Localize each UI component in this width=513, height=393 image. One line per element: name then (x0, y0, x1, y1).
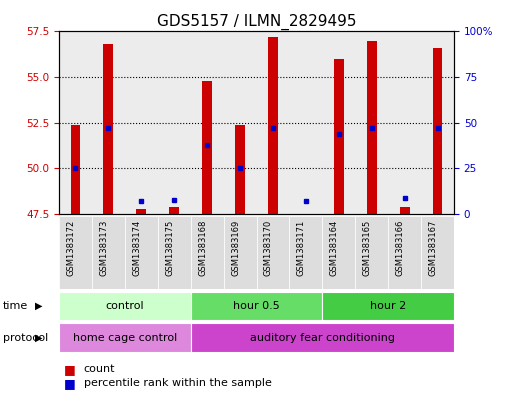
Bar (125, 216, 158, 289)
Text: ■: ■ (64, 363, 76, 376)
Bar (125, 31, 157, 214)
Bar (191, 292, 322, 320)
Text: ■: ■ (64, 376, 76, 390)
Bar (322, 216, 355, 289)
Bar (367, 40, 377, 214)
Bar (224, 31, 256, 214)
Bar (256, 216, 289, 289)
Bar (334, 59, 344, 214)
Text: GSM1383164: GSM1383164 (330, 220, 339, 276)
Bar (400, 207, 409, 214)
Text: home cage control: home cage control (73, 332, 177, 343)
Text: control: control (106, 301, 144, 311)
Bar (301, 214, 311, 216)
Bar (70, 125, 81, 214)
Bar (421, 216, 454, 289)
Bar (289, 31, 322, 214)
Text: GSM1383173: GSM1383173 (100, 220, 108, 276)
Text: GSM1383167: GSM1383167 (428, 220, 438, 276)
Text: GSM1383166: GSM1383166 (396, 220, 405, 276)
Title: GDS5157 / ILMN_2829495: GDS5157 / ILMN_2829495 (157, 14, 356, 30)
Bar (191, 31, 224, 214)
Bar (169, 207, 179, 214)
Text: percentile rank within the sample: percentile rank within the sample (84, 378, 271, 388)
Text: hour 2: hour 2 (370, 301, 406, 311)
Text: hour 0.5: hour 0.5 (233, 301, 280, 311)
Bar (59, 31, 92, 214)
Text: GSM1383169: GSM1383169 (231, 220, 240, 276)
Text: GSM1383171: GSM1383171 (297, 220, 306, 276)
Bar (224, 216, 256, 289)
Bar (202, 81, 212, 214)
Bar (388, 216, 421, 289)
Bar (355, 31, 388, 214)
Bar (92, 216, 125, 289)
Text: GSM1383174: GSM1383174 (132, 220, 141, 276)
Bar (432, 48, 443, 214)
Bar (157, 31, 191, 214)
Bar (235, 125, 245, 214)
Text: protocol: protocol (3, 332, 48, 343)
Bar (59, 216, 92, 289)
Bar (191, 216, 224, 289)
Bar (322, 292, 454, 320)
Text: GSM1383170: GSM1383170 (264, 220, 273, 276)
Bar (92, 31, 125, 214)
Text: ▶: ▶ (35, 332, 43, 343)
Text: GSM1383165: GSM1383165 (363, 220, 372, 276)
Bar (256, 31, 289, 214)
Text: GSM1383172: GSM1383172 (67, 220, 75, 276)
Bar (268, 37, 278, 214)
Bar (388, 31, 421, 214)
Bar (158, 216, 191, 289)
Bar (191, 323, 454, 352)
Bar (421, 31, 454, 214)
Bar (104, 44, 113, 214)
Bar (136, 209, 146, 214)
Text: auditory fear conditioning: auditory fear conditioning (250, 332, 395, 343)
Bar (322, 31, 355, 214)
Bar (289, 216, 322, 289)
Bar (59, 292, 191, 320)
Bar (355, 216, 388, 289)
Text: count: count (84, 364, 115, 375)
Text: time: time (3, 301, 28, 311)
Text: ▶: ▶ (35, 301, 43, 311)
Text: GSM1383168: GSM1383168 (198, 220, 207, 276)
Text: GSM1383175: GSM1383175 (165, 220, 174, 276)
Bar (59, 323, 191, 352)
